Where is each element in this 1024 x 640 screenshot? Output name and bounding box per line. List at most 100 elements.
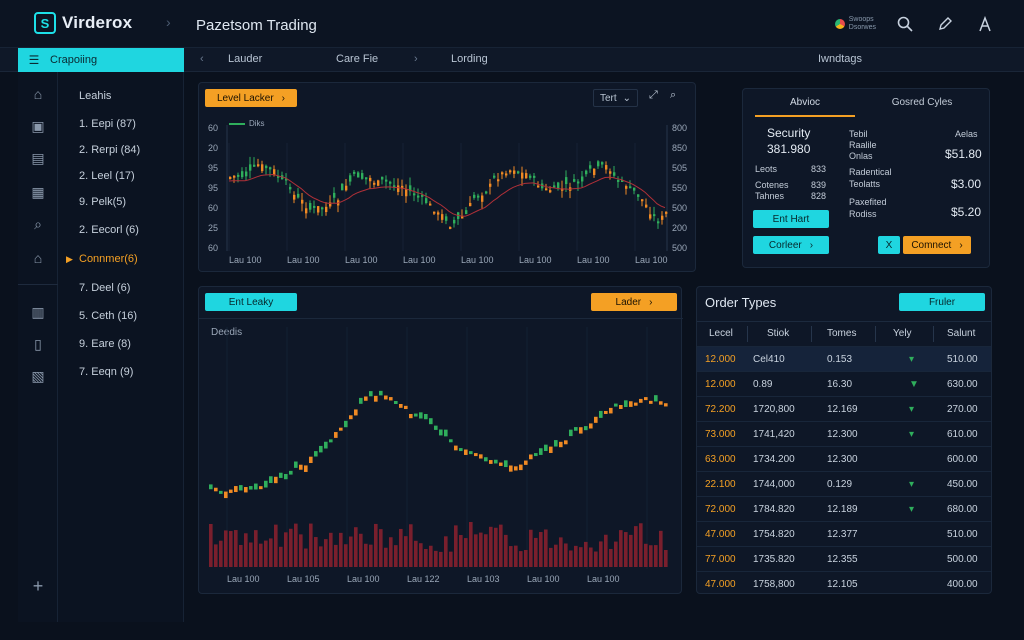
table-cell: 450.00 [947, 479, 978, 490]
table-row[interactable]: 63.000 1734.200 12.300 600.00 [697, 446, 991, 471]
y-axis-label: 95 [208, 183, 219, 193]
connect-button[interactable]: Comnect › [903, 236, 971, 254]
page-title: Pazetsom Trading [196, 17, 317, 34]
draw-tool-icon[interactable]: ⤢ [649, 89, 658, 101]
table-cell: 47.000 [705, 579, 736, 590]
table-row[interactable]: 72.000 1784.820 12.189 ▾ 680.00 [697, 496, 991, 521]
wallet-icon[interactable]: ▣ [31, 118, 45, 134]
volume-bar [624, 532, 628, 567]
sidebar-item[interactable]: 9. Eare (8) [79, 338, 131, 350]
collapse-icon[interactable]: › [166, 14, 171, 30]
convert-button[interactable]: Corleer › [753, 236, 829, 254]
top-chart-legend: Diks [229, 119, 265, 128]
candle-body [479, 454, 483, 459]
table-row[interactable]: 73.000 1741,420 12.300 ▾ 610.00 [697, 421, 991, 446]
candle-body [361, 173, 364, 179]
table-row[interactable]: 72.200 1720,800 12.169 ▾ 270.00 [697, 396, 991, 421]
layers-icon[interactable]: ▧ [31, 368, 45, 384]
nav-next-icon[interactable]: › [414, 53, 418, 65]
candle-body [517, 171, 520, 174]
bottom-candlestick-chart[interactable] [199, 287, 683, 595]
top-candlestick-chart[interactable] [199, 83, 697, 273]
table-row[interactable]: 12.000 0.89 16.30 ▼ 630.00 [697, 371, 991, 396]
calendar-icon[interactable]: ▦ [31, 184, 45, 200]
brand-logo[interactable]: S Virderox [34, 12, 132, 34]
ent-leaky-button[interactable]: Ent Leaky [205, 293, 297, 311]
candle-body [659, 401, 663, 405]
nav-lauder[interactable]: Lauder [228, 53, 263, 65]
sidebar-item[interactable]: 7. Deel (6) [79, 282, 131, 294]
volume-bar [479, 532, 483, 567]
sidebar-item[interactable]: 2. Rerpi (84) [79, 144, 141, 156]
document-icon[interactable]: ▯ [34, 336, 42, 352]
candle-body [364, 396, 368, 401]
zoom-icon[interactable]: ⌕ [670, 89, 677, 101]
nav-back-icon[interactable]: ‹ [200, 53, 204, 65]
volume-bar [244, 533, 248, 567]
column-header[interactable]: Yely [893, 328, 912, 339]
table-icon[interactable]: ▥ [31, 304, 45, 320]
y-axis-label: 60 [208, 123, 219, 133]
tab-abvioc[interactable]: Abvioc [755, 97, 855, 117]
table-row[interactable]: 47.000 1758,800 12.105 400.00 [697, 571, 991, 596]
table-cell: 500.00 [947, 554, 978, 565]
volume-bar [569, 550, 573, 567]
candle-body [589, 165, 592, 169]
nav-iwndtags[interactable]: Iwndtags [818, 53, 863, 65]
candle-body [414, 413, 418, 417]
sidebar-item[interactable]: 1. Eepi (87) [79, 118, 136, 130]
column-header[interactable]: Tomes [827, 328, 857, 339]
sidebar-item[interactable]: 2. Leel (17) [79, 170, 135, 182]
nav-lording[interactable]: Lording [451, 53, 488, 65]
sidebar-item[interactable]: 9. Pelk(5) [79, 196, 127, 208]
volume-bar [539, 532, 543, 567]
table-row[interactable]: 47.000 1754.820 12.377 510.00 [697, 521, 991, 546]
sidebar-header: Leahis [79, 90, 112, 102]
sidebar-item-active[interactable]: Connmer(6) [79, 253, 138, 265]
volume-bar [359, 533, 363, 567]
chevron-down-icon: ⌄ [622, 92, 632, 104]
column-header[interactable]: Stiok [767, 328, 790, 339]
nav-care-fie[interactable]: Care Fie [336, 53, 379, 65]
search-icon[interactable] [894, 13, 916, 35]
candle-body [404, 405, 408, 410]
table-row[interactable]: 22.100 1744,000 0.129 ▾ 450.00 [697, 471, 991, 496]
table-row[interactable]: 77.000 1735.820 12.355 500.00 [697, 546, 991, 571]
sidebar-item[interactable]: 7. Eeqn (9) [79, 366, 134, 378]
timeframe-select[interactable]: Tert ⌄ [593, 89, 639, 107]
column-header[interactable]: Lecel [709, 328, 733, 339]
list-icon: ☰ [28, 53, 40, 67]
candle-body [353, 171, 356, 174]
column-header[interactable]: Salunt [947, 328, 976, 339]
region-selector[interactable]: Swoops Dsorwes [834, 16, 876, 32]
start-button[interactable]: Ent Hart [753, 210, 829, 228]
sidebar-item[interactable]: 2. Eecorl (6) [79, 224, 139, 236]
nav-active-tab[interactable]: ☰ Crapoiing [18, 48, 184, 72]
tab-gosred-cyles[interactable]: Gosred Cyles [891, 97, 953, 108]
volume-bar [354, 527, 358, 567]
add-icon[interactable]: + [32, 576, 44, 596]
volume-bar [219, 540, 223, 567]
level-lacker-button[interactable]: Level Lacker › [205, 89, 297, 107]
sidebar-item[interactable]: 5. Ceth (16) [79, 310, 138, 322]
account-icon[interactable] [974, 13, 996, 35]
volume-bar [614, 541, 618, 567]
volume-bar [349, 536, 353, 567]
candle-body [279, 472, 283, 478]
pencil-icon[interactable] [934, 13, 956, 35]
candle-body [397, 185, 400, 192]
table-row[interactable]: 12.000 Cel410 0.153 ▾ 510.00 [697, 346, 991, 371]
candle-body [334, 432, 338, 438]
close-button[interactable]: X [878, 236, 900, 254]
fruler-button[interactable]: Fruler [899, 293, 985, 311]
volume-bar [369, 544, 373, 567]
candle-body [237, 174, 240, 177]
stat-label: Leots [755, 164, 778, 174]
home-icon[interactable]: ⌂ [33, 86, 43, 102]
candle-body [244, 487, 248, 493]
search-icon[interactable]: ⌕ [34, 216, 42, 232]
chart-icon[interactable]: ▤ [31, 150, 45, 166]
lader-button[interactable]: Lader › [591, 293, 677, 311]
store-icon[interactable]: ⌂ [33, 250, 43, 266]
table-cell: 12.105 [827, 579, 858, 590]
